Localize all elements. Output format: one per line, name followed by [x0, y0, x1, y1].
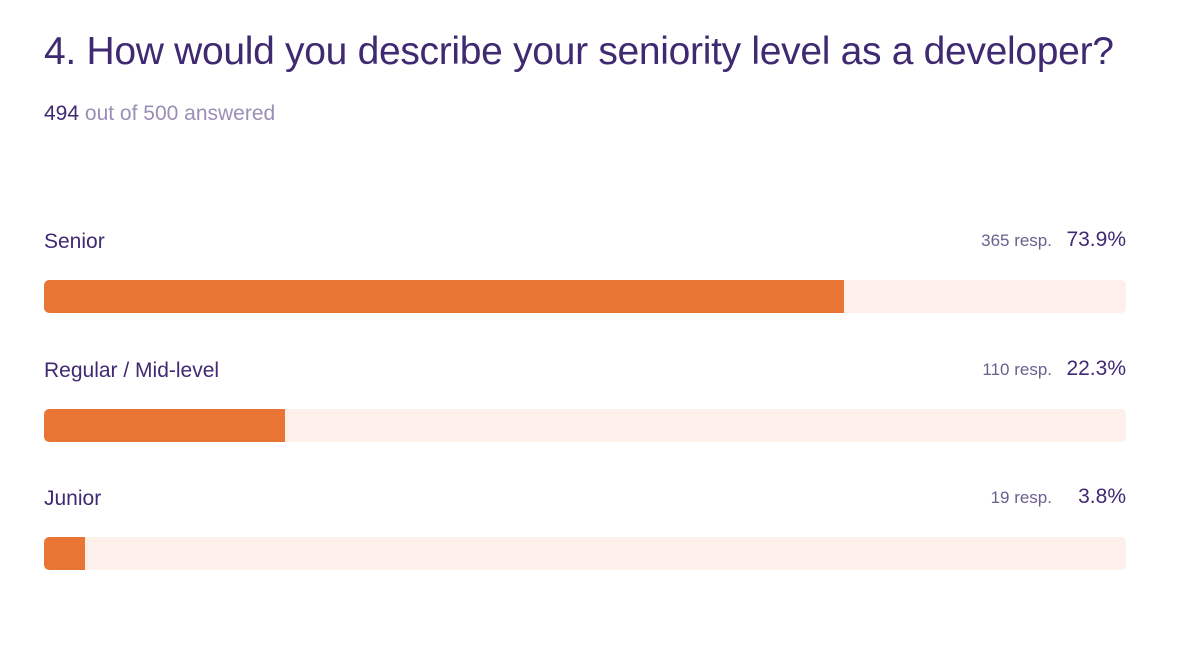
- results-chart: Senior 365 resp. 73.9% Regular / Mid-level 1…: [44, 228, 1126, 614]
- bar-fill: [44, 537, 86, 570]
- bar-fill: [44, 280, 844, 313]
- percent-label: 22.3%: [1066, 356, 1126, 380]
- response-count-label: 365 resp.: [981, 231, 1052, 250]
- answered-suffix: out of 500 answered: [84, 102, 276, 125]
- answer-row: Senior 365 resp. 73.9%: [44, 228, 1126, 357]
- answer-row-header: Regular / Mid-level 110 resp. 22.3%: [44, 357, 1126, 387]
- bar-track: [44, 408, 1126, 442]
- answer-row: Junior 19 resp. 3.8%: [44, 485, 1126, 614]
- response-count-label: 19 resp.: [990, 488, 1052, 507]
- question-title: 4. How would you describe your seniority…: [44, 30, 1114, 73]
- answer-stats: 365 resp. 73.9%: [981, 228, 1126, 252]
- answer-row-header: Junior 19 resp. 3.8%: [44, 485, 1126, 515]
- answer-row-header: Senior 365 resp. 73.9%: [44, 228, 1126, 258]
- percent-label: 73.9%: [1066, 228, 1126, 251]
- answer-stats: 110 resp. 22.3%: [982, 357, 1126, 381]
- category-label: Regular / Mid-level: [44, 358, 220, 382]
- response-count-label: 110 resp.: [982, 359, 1052, 379]
- percent-label: 3.8%: [1078, 485, 1126, 508]
- answer-stats: 19 resp. 3.8%: [991, 485, 1126, 509]
- bar-fill: [44, 408, 286, 442]
- answered-count: 494: [44, 102, 80, 125]
- category-label: Junior: [44, 487, 102, 510]
- bar-track: [44, 537, 1126, 570]
- answered-summary: 494 out of 500 answered: [44, 102, 275, 126]
- bar-track: [44, 280, 1126, 313]
- category-label: Senior: [44, 230, 105, 253]
- answer-row: Regular / Mid-level 110 resp. 22.3%: [44, 357, 1126, 486]
